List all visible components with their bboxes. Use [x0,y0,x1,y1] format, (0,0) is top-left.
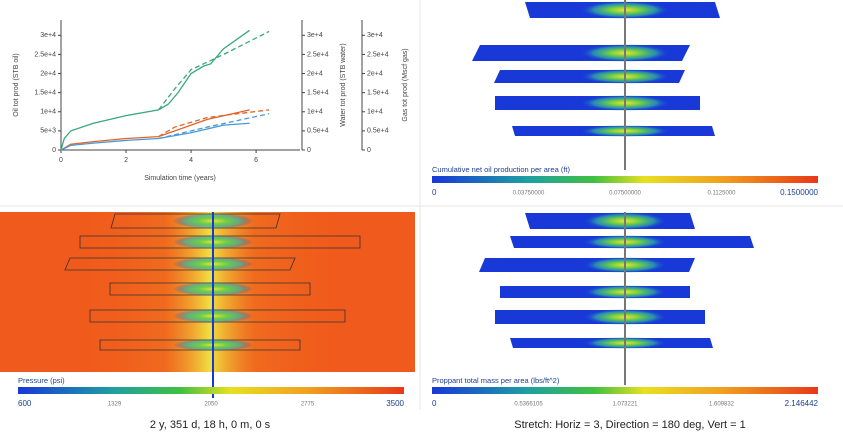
y-tick-label: 0 [307,147,311,154]
colorbar-tick-label: 0.03750000 [513,191,545,197]
colorbar-tick-label: 0.1125000 [708,191,737,197]
caption: Stretch: Horiz = 3, Direction = 180 deg,… [514,419,745,431]
x-axis-title: Simulation time (years) [144,175,216,182]
colorbar-tick-label: 3500 [386,399,404,408]
colorbar-tick-label: 0 [432,188,437,197]
y-tick-label: 1.5e+4 [307,89,329,96]
colorbar-tick-label: 600 [18,399,32,408]
y3-axis-title: Gas tot prod (Mscf gas) [402,48,409,121]
y-tick-label: 0 [52,147,56,154]
series-line [158,113,270,140]
x-tick-label: 2 [124,157,128,164]
y-tick-label: 2e+4 [40,70,56,77]
y-tick-label: 1.5e+4 [34,89,56,96]
colorbar [18,387,404,394]
y-tick-label: 1.5e+4 [367,89,389,96]
series-line [158,109,270,138]
colorbar-tick-label: 1.609832 [709,402,735,408]
y-tick-label: 1e+4 [367,109,383,116]
y-tick-label: 1e+4 [40,109,56,116]
line-chart: 0 2 4 6 0 5e+3 1e+4 1.5e+4 2e+4 2.5e+4 3e+4 0 0.5e+4… [34,20,389,164]
y-tick-label: 0 [367,147,371,154]
visualizations: 0 0.03750000 0.07500000 0.1125000 0.1500000 6… [0,0,819,408]
colorbar [432,176,818,183]
series-line [158,30,270,111]
colorbar [432,387,818,394]
colorbar-title: Cumulative net oil production per area (… [432,165,570,174]
y-tick-label: 2.5e+4 [34,51,56,58]
colorbar-tick-label: 2775 [301,402,315,408]
y-tick-label: 3e+4 [367,32,383,39]
y-tick-label: 0.5e+4 [307,128,329,135]
x-tick-label: 6 [254,157,258,164]
y-tick-label: 3e+4 [40,32,56,39]
y-tick-label: 2e+4 [367,70,383,77]
y-tick-label: 3e+4 [307,32,323,39]
colorbar-tick-label: 0.5366105 [514,402,543,408]
y-tick-label: 5e+3 [40,128,56,135]
colorbar-title: Proppant total mass per area (lbs/ft^2) [432,376,560,385]
colorbar-tick-label: 0 [432,399,437,408]
caption: 2 y, 351 d, 18 h, 0 m, 0 s [150,419,271,431]
y-tick-label: 0.5e+4 [367,128,389,135]
y-tick-label: 2e+4 [307,70,323,77]
colorbar-tick-label: 0.1500000 [780,188,818,197]
colorbar-tick-label: 2050 [204,402,218,408]
colorbar-title: Pressure (psi) [18,376,65,385]
series-line [60,122,250,151]
y-tick-label: 1e+4 [307,109,323,116]
series-line [60,29,250,151]
series-line [60,109,250,151]
colorbar-tick-label: 2.146442 [785,399,819,408]
colorbar-tick-label: 1.073221 [612,402,638,408]
y-tick-label: 2.5e+4 [307,51,329,58]
fracture [79,235,361,249]
y2-axis-title: Water tot prod (STB water) [340,43,347,126]
fracture [89,309,346,323]
fracture [109,282,311,296]
y-axis-title: Oil tot prod (STB oil) [13,53,20,116]
y-tick-label: 2.5e+4 [367,51,389,58]
x-tick-label: 4 [189,157,193,164]
colorbar-tick-label: 1329 [108,402,122,408]
x-tick-label: 0 [59,157,63,164]
colorbar-tick-label: 0.07500000 [609,191,641,197]
